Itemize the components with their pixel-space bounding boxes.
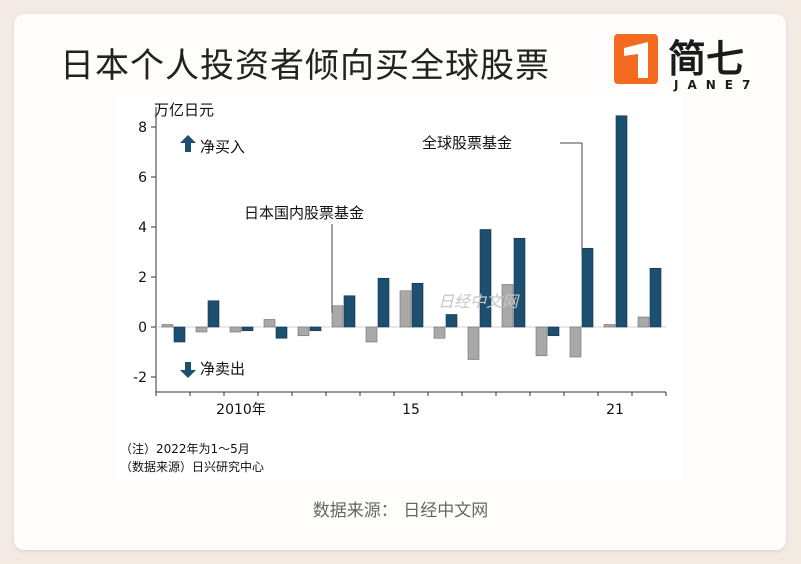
bar-domestic xyxy=(331,305,344,328)
x-tick-label: 2010年 xyxy=(216,402,266,418)
bar-global xyxy=(173,326,186,343)
logo-text: 简七 xyxy=(668,37,745,81)
chart-panel: 万亿日元 -2 0 2 4 6 8 2010年 15 21 净买入 净卖出 日本国内股票基金 … xyxy=(116,97,682,480)
bar-global xyxy=(411,282,424,328)
y-tick-label: -2 xyxy=(133,370,147,386)
bar-domestic xyxy=(229,326,242,333)
brand-logo: 简七 JANE7 xyxy=(614,28,774,98)
bar-domestic xyxy=(501,284,514,328)
bar-domestic xyxy=(365,326,378,343)
bar-global xyxy=(207,300,220,328)
net-buy-label: 净买入 xyxy=(200,138,245,156)
x-tick-label: 21 xyxy=(606,402,624,418)
bar-global xyxy=(615,115,628,328)
bar-global xyxy=(377,277,390,328)
bar-global xyxy=(513,237,526,328)
bars xyxy=(161,115,662,360)
x-tick-label: 15 xyxy=(402,402,420,418)
note-source: （数据来源）日兴研究中心 xyxy=(120,459,264,474)
bar-global xyxy=(445,314,458,328)
bar-global xyxy=(547,326,560,337)
domestic-callout-label: 日本国内股票基金 xyxy=(244,204,364,222)
y-unit-label: 万亿日元 xyxy=(154,101,214,119)
bar-domestic xyxy=(569,326,582,358)
bar-domestic xyxy=(433,326,446,339)
bar-domestic xyxy=(535,326,548,357)
bar-global xyxy=(649,267,662,328)
y-tick-label: 8 xyxy=(138,120,147,136)
global-callout: 全球股票基金 xyxy=(422,134,583,255)
bar-domestic xyxy=(297,326,310,337)
y-tick-label: 0 xyxy=(138,320,147,336)
bar-domestic xyxy=(161,324,174,328)
bar-global xyxy=(343,295,356,328)
y-tick-label: 4 xyxy=(138,220,147,236)
global-callout-label: 全球股票基金 xyxy=(422,134,512,152)
watermark: 日经中文网 xyxy=(438,292,520,311)
y-tick-labels: -2 0 2 4 6 8 xyxy=(133,120,156,386)
net-sell-annotation: 净卖出 xyxy=(180,360,245,378)
y-tick-label: 2 xyxy=(138,270,147,286)
note-period: （注）2022年为1～5月 xyxy=(120,441,250,456)
domestic-callout: 日本国内股票基金 xyxy=(244,204,364,313)
down-arrow-icon xyxy=(180,362,196,378)
bar-global xyxy=(309,326,322,332)
up-arrow-icon xyxy=(180,135,196,152)
bar-domestic xyxy=(603,324,616,328)
bar-global xyxy=(479,229,492,328)
page-title: 日本个人投资者倾向买全球股票 xyxy=(60,46,550,86)
logo-subtext: JANE7 xyxy=(674,78,760,92)
bar-global xyxy=(581,247,594,328)
bar-domestic xyxy=(399,290,412,328)
bar-global xyxy=(275,326,288,339)
bar-domestic xyxy=(637,316,650,328)
bar-domestic xyxy=(263,319,276,328)
x-axis: 2010年 15 21 xyxy=(155,392,667,418)
bar-domestic xyxy=(195,326,208,333)
footer-source: 数据来源： 日经中文网 xyxy=(312,501,489,521)
y-tick-label: 6 xyxy=(138,170,147,186)
bar-domestic xyxy=(467,326,480,360)
bar-global xyxy=(241,326,254,332)
logo-mark-icon xyxy=(614,34,658,84)
net-sell-label: 净卖出 xyxy=(200,360,245,378)
net-buy-annotation: 净买入 xyxy=(180,135,245,156)
